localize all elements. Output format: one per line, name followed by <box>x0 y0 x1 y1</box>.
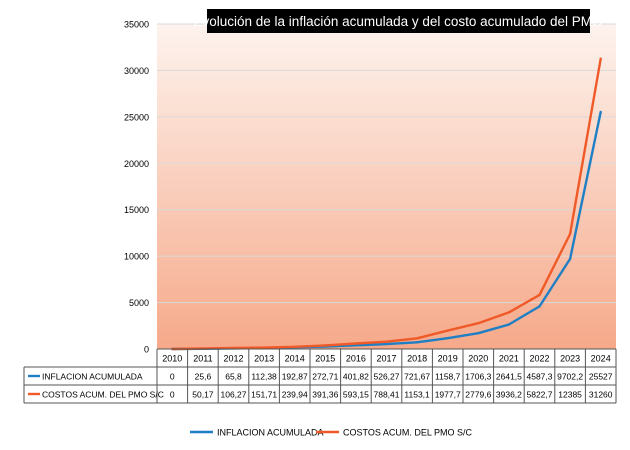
data-label: 1158,7 <box>435 372 461 382</box>
data-label: 1706,3 <box>465 372 491 382</box>
data-point <box>538 293 541 297</box>
data-point <box>262 346 266 349</box>
x-tick-label: 2013 <box>254 354 274 364</box>
data-label: 272,71 <box>312 372 338 382</box>
data-point <box>599 110 602 114</box>
data-point <box>507 323 511 326</box>
x-tick-label: 2015 <box>315 354 335 364</box>
data-point <box>415 341 419 344</box>
data-label: 721,67 <box>404 372 430 382</box>
y-tick-label: 30000 <box>124 66 149 76</box>
y-tick-label: 20000 <box>124 159 149 169</box>
data-point <box>324 344 327 347</box>
data-label: 0 <box>170 390 175 400</box>
x-tick-label: 2021 <box>499 354 519 364</box>
data-label: 593,15 <box>343 390 369 400</box>
data-label: 0 <box>170 372 175 382</box>
data-point <box>568 257 572 261</box>
x-tick-label: 2023 <box>560 354 580 364</box>
data-label: 106,27 <box>221 390 247 400</box>
data-label: 1153,1 <box>404 390 430 400</box>
series-lines <box>171 57 602 351</box>
data-label: 2779,6 <box>465 390 491 400</box>
data-label: 2641,5 <box>496 372 522 382</box>
data-point <box>385 340 388 343</box>
data-point <box>415 337 419 340</box>
data-label: 788,41 <box>374 390 400 400</box>
x-tick-label: 2011 <box>193 354 212 364</box>
data-label: 391,36 <box>312 390 338 400</box>
grid <box>157 23 616 350</box>
y-tick-label: 35000 <box>124 20 149 30</box>
data-point <box>446 329 449 332</box>
y-axis: 0 5000 10000 15000 20000 25000 30000 35000 <box>124 20 149 355</box>
data-point <box>446 337 449 340</box>
data-label: 3936,2 <box>496 390 522 400</box>
data-point <box>293 345 296 348</box>
data-label: 25527 <box>589 372 613 382</box>
data-label: 401,82 <box>343 372 369 382</box>
chart-title: Evolución de la inflación acumulada y de… <box>194 14 603 29</box>
data-point <box>507 311 511 314</box>
data-point <box>538 305 541 308</box>
data-label: 65,8 <box>225 372 242 382</box>
data-point <box>477 321 480 325</box>
y-tick-label: 5000 <box>129 298 149 308</box>
data-label: 31260 <box>589 390 613 400</box>
legend-label-1: INFLACION ACUMULADA <box>217 428 324 438</box>
y-tick-label: 15000 <box>124 205 149 215</box>
data-label: 25,6 <box>195 372 212 382</box>
data-label: 526,27 <box>374 372 400 382</box>
data-label: 239,94 <box>282 390 308 400</box>
data-point <box>568 232 572 236</box>
data-label: 192,87 <box>282 372 308 382</box>
data-point <box>385 342 388 346</box>
y-tick-label: 0 <box>144 345 149 355</box>
y-tick-label: 10000 <box>124 252 149 262</box>
x-tick-label: 2010 <box>162 354 182 364</box>
legend: INFLACION ACUMULADA COSTOS ACUM. DEL PMO … <box>190 428 473 438</box>
data-label: 151,71 <box>251 390 277 400</box>
legend-label-2: COSTOS ACUM. DEL PMO S/C <box>343 428 473 438</box>
data-label: 50,17 <box>192 390 214 400</box>
data-point <box>599 57 602 60</box>
plot-background <box>157 24 616 349</box>
data-label: 4587,3 <box>527 372 553 382</box>
chart-title-background <box>207 9 590 33</box>
data-point <box>477 331 480 335</box>
data-label: 12385 <box>558 390 582 400</box>
data-label: 5822,7 <box>527 390 553 400</box>
y-tick-label: 25000 <box>124 112 149 122</box>
data-label: 9702,2 <box>557 372 583 382</box>
data-table: 2010 2011 2012 2013 2014 2015 2016 2017 2018 2019… <box>23 348 617 404</box>
chart-title-box: Evolución de la inflación acumulada y de… <box>194 9 603 33</box>
x-tick-label: 2016 <box>346 354 366 364</box>
x-tick-label: 2022 <box>529 354 549 364</box>
x-tick-label: 2019 <box>438 354 458 364</box>
x-tick-label: 2017 <box>376 354 396 364</box>
data-label: 1977,7 <box>435 390 461 400</box>
x-tick-label: 2024 <box>591 354 611 364</box>
x-tick-label: 2018 <box>407 354 427 364</box>
x-tick-label: 2020 <box>468 354 488 364</box>
table-series-name: COSTOS ACUM. DEL PMO S/C <box>42 390 164 400</box>
data-point <box>354 342 358 345</box>
x-tick-label: 2012 <box>223 354 243 364</box>
data-label: 112,38 <box>251 372 277 382</box>
table-series-name: INFLACION ACUMULADA <box>42 372 143 382</box>
x-tick-label: 2014 <box>285 354 305 364</box>
